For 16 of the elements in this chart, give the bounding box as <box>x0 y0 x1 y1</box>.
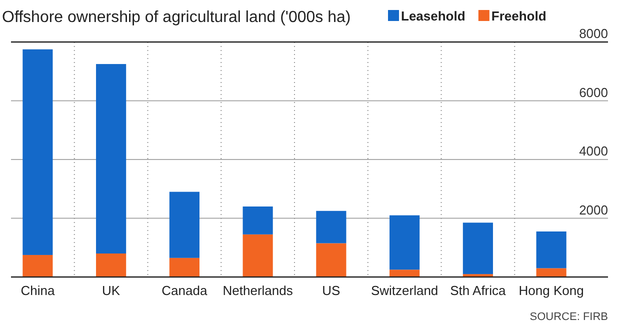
x-tick-label: Hong Kong <box>518 283 584 298</box>
x-tick-label: Canada <box>162 283 208 298</box>
x-tick-label: Switzerland <box>370 283 438 298</box>
x-tick-label: US <box>322 283 341 298</box>
x-tick-label: China <box>20 283 56 298</box>
y-tick-label: 2000 <box>579 202 608 218</box>
x-tick-label: Netherlands <box>222 283 294 298</box>
y-tick-label: 8000 <box>579 26 608 41</box>
x-tick-label: Sth Africa <box>450 283 507 298</box>
x-tick-label: UK <box>102 283 120 298</box>
legend-label: Freehold <box>491 8 546 24</box>
y-tick-label: 6000 <box>579 84 608 100</box>
y-tick-label: 4000 <box>579 144 608 158</box>
legend-label: Leasehold <box>401 8 466 24</box>
source-note: SOURCE: FIRB <box>530 311 608 323</box>
chart-title: Offshore ownership of agricultural land ('000s ha) <box>2 9 351 26</box>
